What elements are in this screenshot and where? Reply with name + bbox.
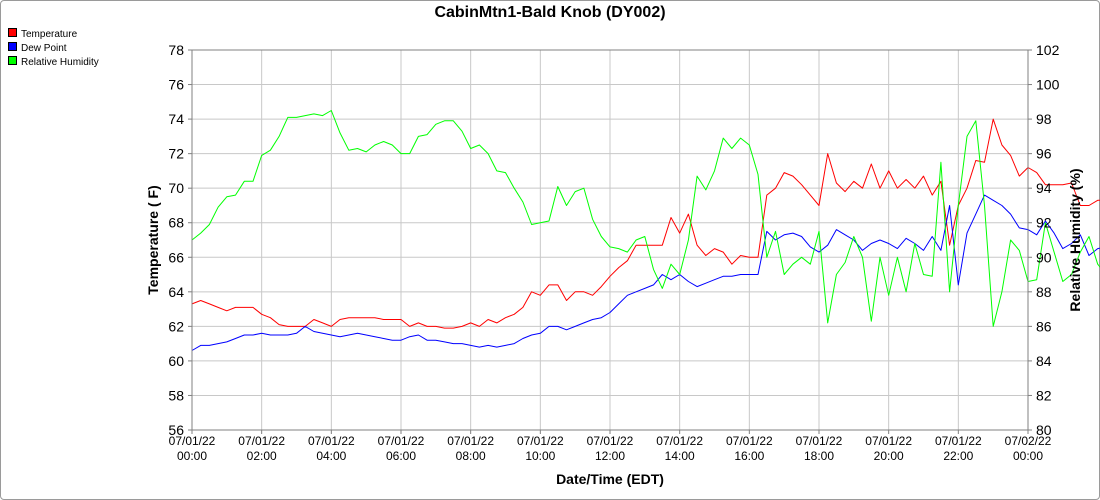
- x-tick-label-time: 18:00: [804, 449, 834, 463]
- y2-tick-label: 98: [1036, 111, 1052, 127]
- x-tick-label-date: 07/01/22: [935, 434, 982, 448]
- y-tick-label: 68: [168, 215, 184, 231]
- x-tick-label-time: 06:00: [386, 449, 416, 463]
- chart-title: CabinMtn1-Bald Knob (DY002): [434, 4, 666, 21]
- x-tick-label-date: 07/01/22: [726, 434, 773, 448]
- legend: Temperature Dew Point Relative Humidity: [8, 28, 99, 70]
- x-tick-label-time: 22:00: [943, 449, 973, 463]
- legend-label-relative-humidity: Relative Humidity: [21, 57, 99, 68]
- series-line-dew-point: [191, 194, 1100, 351]
- x-tick-label-time: 02:00: [247, 449, 277, 463]
- x-tick-label-time: 16:00: [734, 449, 764, 463]
- x-tick-label-date: 07/01/22: [587, 434, 634, 448]
- y2-tick-label: 80: [1036, 422, 1052, 438]
- x-tick-label-date: 07/01/22: [865, 434, 912, 448]
- x-tick-label-date: 07/01/22: [169, 434, 216, 448]
- y-tick-label: 64: [168, 284, 184, 300]
- x-tick-label-time: 04:00: [316, 449, 346, 463]
- y-axis-title-right: Relative Humidity (%): [1067, 168, 1083, 311]
- y2-tick-label: 90: [1036, 249, 1052, 265]
- legend-item-dew-point: Dew Point: [8, 42, 99, 56]
- y-tick-label: 56: [168, 422, 184, 438]
- y2-tick-label: 82: [1036, 387, 1052, 403]
- y-tick-label: 58: [168, 387, 184, 403]
- y2-tick-label: 84: [1036, 353, 1052, 369]
- y-tick-label: 60: [168, 353, 184, 369]
- y2-tick-label: 100: [1036, 77, 1060, 93]
- x-tick-label-date: 07/02/22: [1005, 434, 1052, 448]
- y-tick-label: 76: [168, 77, 184, 93]
- y2-tick-label: 96: [1036, 146, 1052, 162]
- legend-label-dew-point: Dew Point: [21, 43, 67, 54]
- y2-tick-label: 88: [1036, 284, 1052, 300]
- series-line-relative-humidity: [191, 110, 1100, 327]
- x-tick-label-date: 07/01/22: [447, 434, 494, 448]
- legend-item-relative-humidity: Relative Humidity: [8, 56, 99, 70]
- x-tick-label-date: 07/01/22: [378, 434, 425, 448]
- y-tick-label: 72: [168, 146, 184, 162]
- y2-tick-label: 94: [1036, 180, 1052, 196]
- legend-item-temperature: Temperature: [8, 28, 99, 42]
- legend-swatch-relative-humidity: [8, 56, 17, 65]
- x-tick-label-date: 07/01/22: [308, 434, 355, 448]
- y2-tick-label: 86: [1036, 318, 1052, 334]
- x-tick-label-time: 08:00: [456, 449, 486, 463]
- x-tick-label-time: 12:00: [595, 449, 625, 463]
- legend-swatch-dew-point: [8, 42, 17, 51]
- y2-tick-label: 102: [1036, 42, 1060, 58]
- series-line-temperature: [191, 118, 1100, 329]
- x-tick-label-time: 14:00: [665, 449, 695, 463]
- y-tick-label: 62: [168, 318, 184, 334]
- y-tick-label: 78: [168, 42, 184, 58]
- x-tick-label-time: 10:00: [525, 449, 555, 463]
- x-tick-label-date: 07/01/22: [238, 434, 285, 448]
- y-tick-label: 70: [168, 180, 184, 196]
- legend-swatch-temperature: [8, 28, 17, 37]
- x-tick-label-time: 20:00: [874, 449, 904, 463]
- x-tick-label-time: 00:00: [1013, 449, 1043, 463]
- x-tick-label-date: 07/01/22: [796, 434, 843, 448]
- x-tick-label-date: 07/01/22: [517, 434, 564, 448]
- y-tick-label: 74: [168, 111, 184, 127]
- y-tick-label: 66: [168, 249, 184, 265]
- y2-tick-label: 92: [1036, 215, 1052, 231]
- x-axis-title: Date/Time (EDT): [556, 471, 664, 487]
- y-axis-title-left: Temperature ( F): [145, 185, 161, 294]
- legend-label-temperature: Temperature: [21, 29, 78, 40]
- x-tick-label-date: 07/01/22: [656, 434, 703, 448]
- x-tick-label-time: 00:00: [177, 449, 207, 463]
